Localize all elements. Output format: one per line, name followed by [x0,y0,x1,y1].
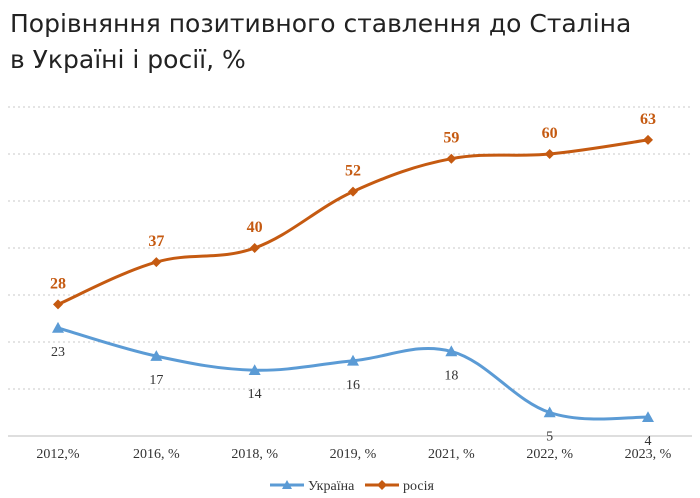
legend-marker [377,480,387,490]
x-tick-label: 2018, % [231,447,278,462]
legend-label: росія [403,479,434,494]
series-markers [52,134,654,423]
data-label: 59 [443,130,459,147]
data-label: 4 [645,434,652,449]
x-tick-label: 2012,% [36,447,80,462]
data-label: 23 [51,345,65,360]
data-label: 37 [148,233,164,250]
data-point [642,411,654,423]
data-labels: 23 17 14 16 18 5 4 28 37 40 52 59 60 63 [50,111,656,449]
legend: Україна росія [270,479,434,494]
x-tick-label: 2023, % [625,447,672,462]
x-tick-label: 2021, % [428,447,475,462]
x-axis: 2012,% 2016, % 2018, % 2019, % 2021, % 2022, … [8,435,692,462]
gridlines [8,106,692,390]
legend-item: Україна [270,479,355,494]
data-point [347,354,359,366]
data-point [643,134,653,145]
data-label: 40 [247,219,263,236]
data-point [544,149,555,160]
data-point [249,243,260,254]
legend-item: росія [365,479,434,494]
data-label: 5 [546,430,553,445]
data-point [445,345,458,357]
data-label: 16 [346,378,360,393]
x-tick-label: 2016, % [133,447,180,462]
legend-label: Україна [308,479,355,494]
data-point [53,299,63,310]
data-label: 18 [444,368,458,383]
data-point [52,321,64,333]
chart-title: Порівняння позитивного ставлення до Стал… [10,6,690,78]
title-line-1: Порівняння позитивного ставлення до Стал… [10,9,632,38]
data-label: 60 [542,125,558,142]
data-label: 52 [345,163,361,180]
data-point [446,153,457,164]
data-point [348,186,358,197]
data-point [150,350,163,361]
x-tick-label: 2022, % [526,447,573,462]
x-tick-label: 2019, % [330,447,377,462]
title-line-2: в Україні і росії, % [10,45,246,74]
data-label: 14 [248,387,262,402]
legend-marker [282,480,292,489]
data-label: 28 [50,275,66,292]
data-label: 63 [640,111,656,128]
data-point [248,364,261,376]
data-point [543,406,556,418]
data-point [151,257,162,268]
data-label: 17 [149,373,163,388]
